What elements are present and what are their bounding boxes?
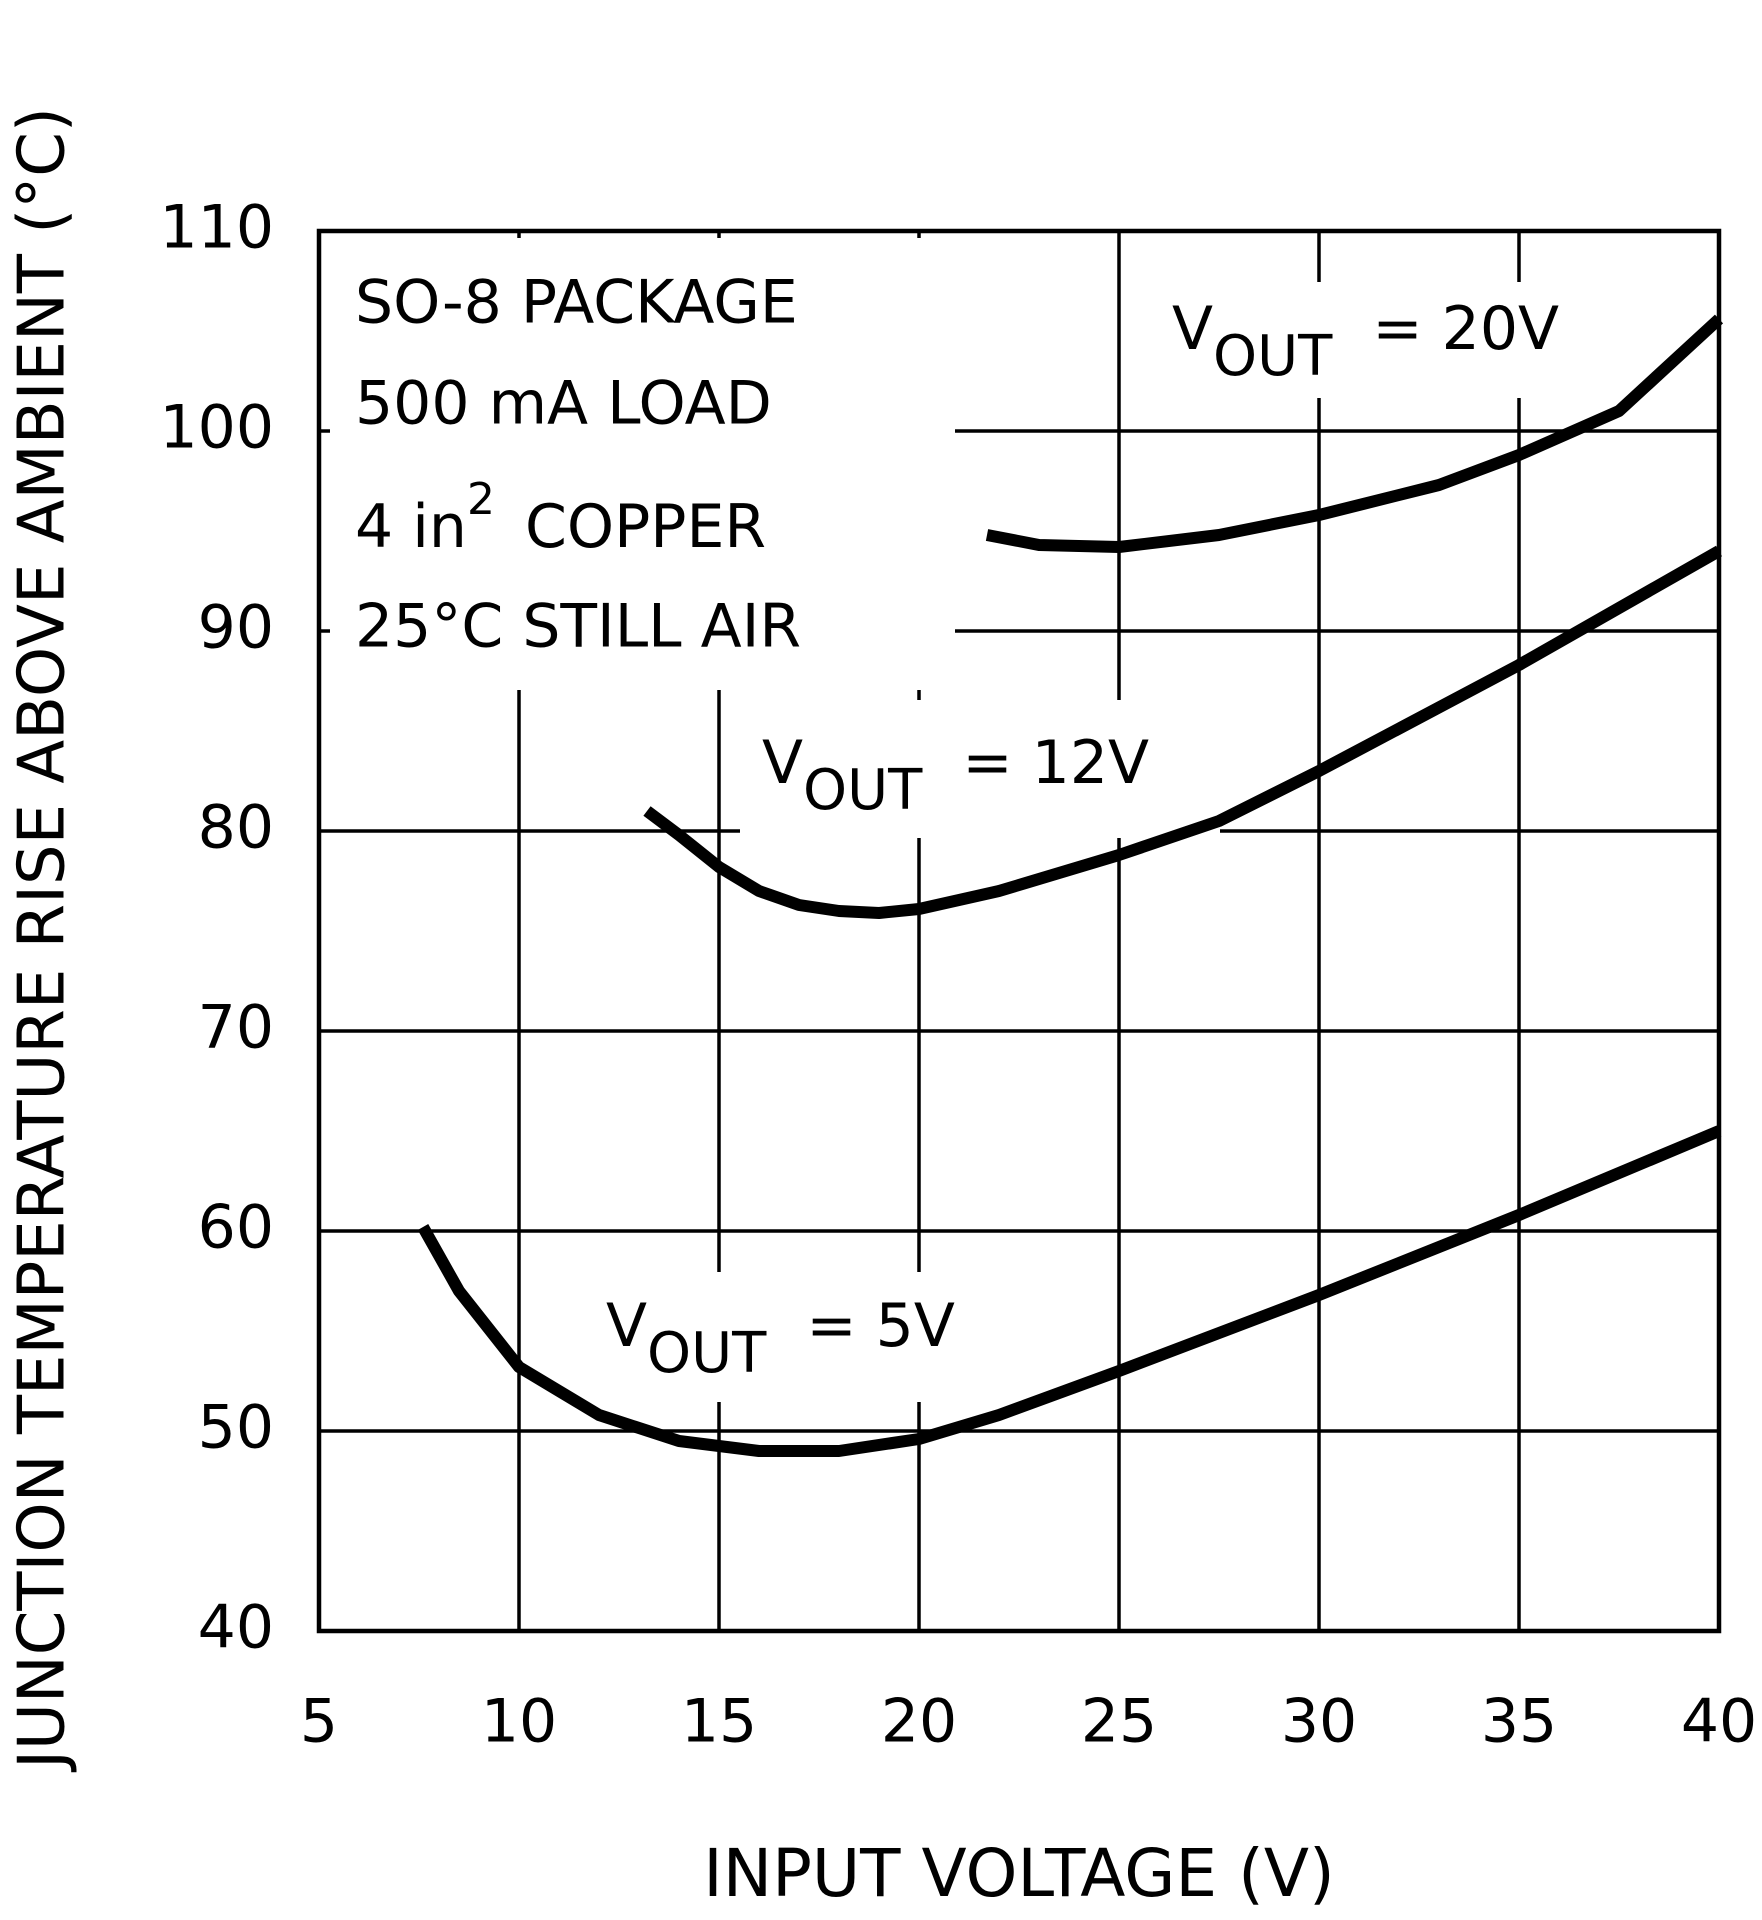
x-tick-label: 20 (881, 1687, 957, 1757)
series-label-rest: = 20V (1372, 294, 1559, 364)
series-label: VOUT = 12V (762, 728, 1149, 824)
x-tick-label: 25 (1081, 1687, 1157, 1757)
x-axis-label: INPUT VOLTAGE (V) (703, 1835, 1335, 1912)
x-tick-label: 10 (481, 1687, 557, 1757)
label-backdrop (590, 1272, 1010, 1402)
label-backdrops (330, 238, 1715, 1402)
annotation: 25°C STILL AIR (355, 592, 801, 662)
x-tick-label: 35 (1481, 1687, 1557, 1757)
x-tick-label: 40 (1681, 1687, 1757, 1757)
x-tick-label: 5 (300, 1687, 338, 1757)
y-tick-label: 90 (198, 593, 274, 663)
series-label-rest: = 5V (806, 1291, 955, 1361)
plot-frame (316, 228, 1722, 1634)
series-label-sub: OUT (1213, 324, 1333, 389)
x-tick-label: 15 (681, 1687, 757, 1757)
annotation-rest: COPPER (525, 492, 766, 562)
series-label-rest: = 12V (962, 728, 1149, 798)
series-label-v: V (606, 1291, 647, 1361)
y-tick-label: 110 (159, 193, 274, 263)
label-backdrop (740, 700, 1220, 838)
annotation: SO-8 PACKAGE (355, 268, 798, 338)
annotation-sup: 2 (467, 474, 495, 525)
curve (417, 1125, 1722, 1457)
annotation: 4 in2 COPPER (355, 474, 766, 562)
y-tick-label: 80 (198, 793, 274, 863)
y-tick-label: 50 (198, 1393, 274, 1463)
x-tick-label: 30 (1281, 1687, 1357, 1757)
annotation-backdrop (330, 238, 955, 690)
series-label-sub: OUT (803, 758, 923, 823)
series-label: VOUT = 5V (606, 1291, 955, 1387)
series-label-v: V (762, 728, 803, 798)
y-axis-label: JUNCTION TEMPERATURE RISE ABOVE AMBIENT … (6, 107, 80, 1773)
series-label-sub: OUT (647, 1321, 767, 1386)
y-tick-label: 70 (198, 993, 274, 1063)
curves (417, 314, 1724, 1457)
y-tick-label: 100 (159, 393, 274, 463)
y-tick-label: 40 (198, 1593, 274, 1663)
curve (643, 545, 1722, 919)
y-tick-label: 60 (198, 1193, 274, 1263)
annotation-base: 4 in (355, 492, 467, 562)
label-backdrop (1150, 282, 1715, 398)
curve (985, 314, 1724, 553)
series-label-v: V (1172, 294, 1213, 364)
annotation: 500 mA LOAD (355, 369, 772, 439)
series-label: VOUT = 20V (1172, 294, 1559, 390)
